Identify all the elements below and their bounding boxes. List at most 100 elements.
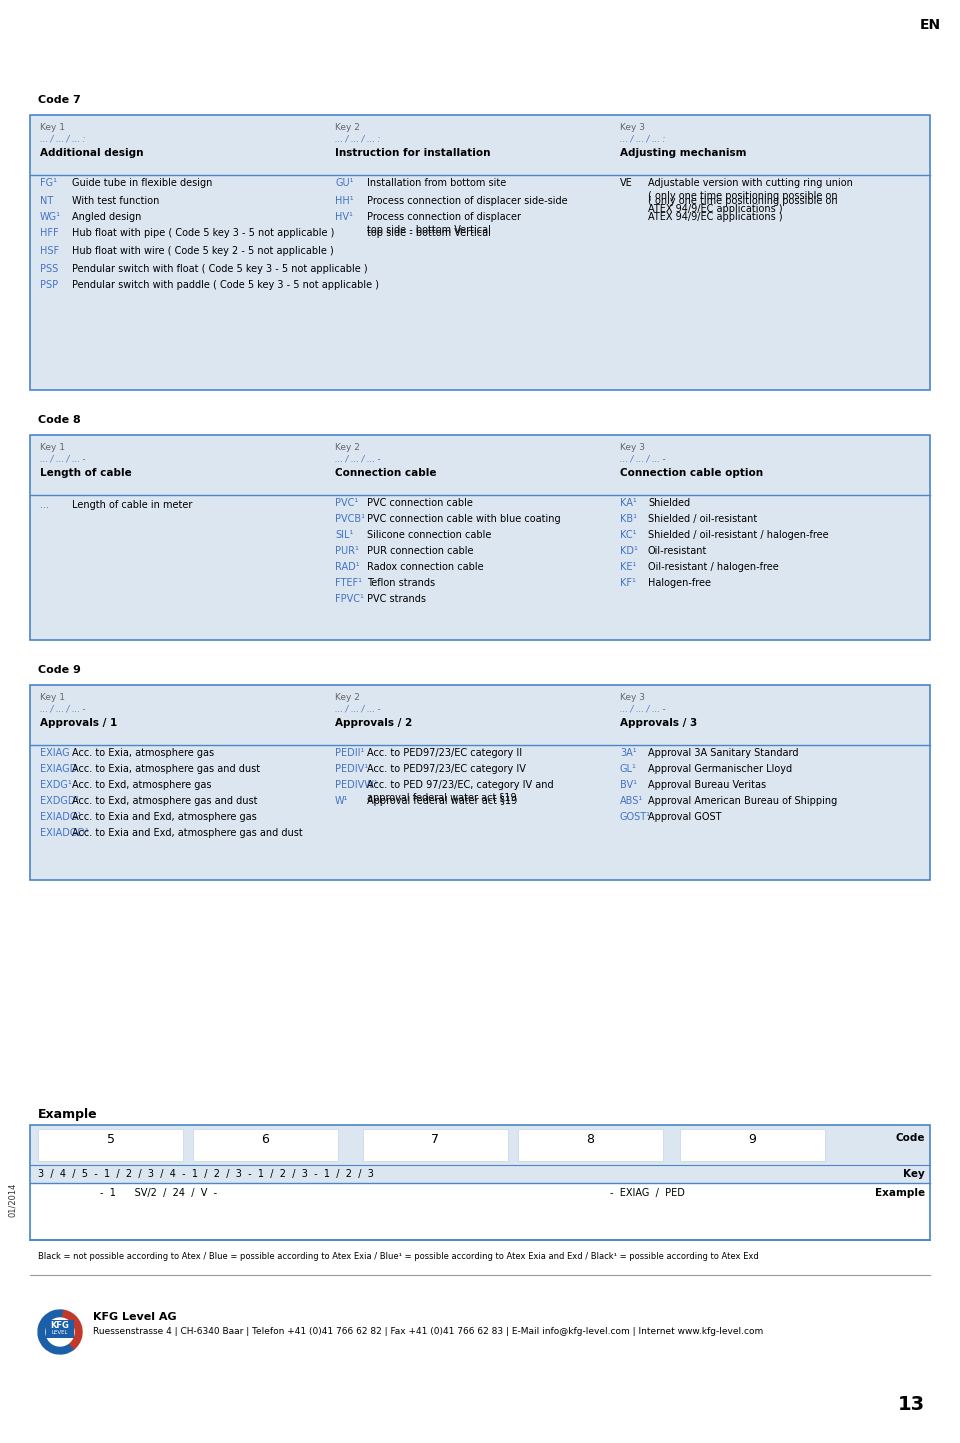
Wedge shape	[38, 1310, 74, 1354]
Text: HFF: HFF	[40, 228, 59, 238]
Text: Key: Key	[903, 1169, 925, 1179]
Text: Pendular switch with paddle ( Code 5 key 3 - 5 not applicable ): Pendular switch with paddle ( Code 5 key…	[72, 280, 379, 290]
Text: KD¹: KD¹	[620, 545, 637, 556]
Text: FG¹: FG¹	[40, 177, 57, 188]
Text: EXIAG: EXIAG	[40, 747, 70, 758]
Text: -  EXIAG  /  PED: - EXIAG / PED	[610, 1188, 684, 1198]
Text: GU¹: GU¹	[335, 177, 353, 188]
Text: HH¹: HH¹	[335, 196, 353, 206]
Text: Length of cable: Length of cable	[40, 468, 132, 478]
Text: EXDGD¹: EXDGD¹	[40, 797, 80, 807]
Text: FTEF¹: FTEF¹	[335, 579, 362, 587]
Text: 5: 5	[107, 1133, 114, 1146]
Text: Approval federal water act §19: Approval federal water act §19	[367, 797, 517, 807]
Text: PVC strands: PVC strands	[367, 595, 426, 605]
Text: KFG Level AG: KFG Level AG	[93, 1312, 177, 1322]
Text: Additional design: Additional design	[40, 149, 143, 157]
Text: ATEX 94/9/EC applications ): ATEX 94/9/EC applications )	[648, 203, 782, 214]
Text: KA¹: KA¹	[620, 498, 636, 508]
Text: SIL¹: SIL¹	[335, 530, 353, 540]
Text: Silicone connection cable: Silicone connection cable	[367, 530, 492, 540]
Text: ...: ...	[40, 501, 49, 509]
Text: EXIADG¹: EXIADG¹	[40, 812, 82, 823]
Text: Connection cable: Connection cable	[335, 468, 437, 478]
Text: EN: EN	[920, 17, 941, 32]
Text: 13: 13	[898, 1395, 925, 1414]
Text: 6: 6	[261, 1133, 270, 1146]
Text: Acc. to Exd, atmosphere gas: Acc. to Exd, atmosphere gas	[72, 781, 211, 789]
Text: Hub float with wire ( Code 5 key 2 - 5 not applicable ): Hub float with wire ( Code 5 key 2 - 5 n…	[72, 245, 334, 255]
Text: PVCB¹: PVCB¹	[335, 514, 365, 524]
Text: Key 2: Key 2	[335, 693, 360, 701]
Text: Acc. to Exia, atmosphere gas: Acc. to Exia, atmosphere gas	[72, 747, 214, 758]
Text: Adjusting mechanism: Adjusting mechanism	[620, 149, 747, 157]
Text: Radox connection cable: Radox connection cable	[367, 561, 484, 571]
Text: BV¹: BV¹	[620, 781, 637, 789]
Text: Pendular switch with float ( Code 5 key 3 - 5 not applicable ): Pendular switch with float ( Code 5 key …	[72, 264, 368, 274]
Text: Oil-resistant: Oil-resistant	[648, 545, 708, 556]
Text: Adjustable version with cutting ring union: Adjustable version with cutting ring uni…	[648, 177, 852, 188]
Text: Installation from bottom site: Installation from bottom site	[367, 177, 506, 188]
Text: PVC connection cable: PVC connection cable	[367, 498, 473, 508]
Text: PVC¹: PVC¹	[335, 498, 358, 508]
Text: Code: Code	[896, 1133, 925, 1143]
Text: VE: VE	[620, 177, 633, 188]
Bar	[680, 1128, 825, 1162]
Text: top side - bottom Vertical: top side - bottom Vertical	[367, 225, 491, 235]
Bar	[193, 1128, 338, 1162]
Text: EXIADGD¹: EXIADGD¹	[40, 828, 89, 838]
Text: Acc. to Exia and Exd, atmosphere gas and dust: Acc. to Exia and Exd, atmosphere gas and…	[72, 828, 302, 838]
Text: Code 9: Code 9	[38, 665, 81, 675]
Text: Hub float with pipe ( Code 5 key 3 - 5 not applicable ): Hub float with pipe ( Code 5 key 3 - 5 n…	[72, 228, 334, 238]
Bar	[38, 1128, 183, 1162]
Text: ( only one time positioning possible on: ( only one time positioning possible on	[648, 196, 838, 206]
Text: EXDG¹: EXDG¹	[40, 781, 72, 789]
Text: Approval Bureau Veritas: Approval Bureau Veritas	[648, 781, 766, 789]
Text: 8: 8	[587, 1133, 594, 1146]
Text: PEDII¹: PEDII¹	[335, 747, 365, 758]
Text: PEDIV¹: PEDIV¹	[335, 763, 368, 773]
Text: KFG: KFG	[51, 1320, 69, 1330]
Circle shape	[46, 1317, 74, 1346]
Bar	[30, 685, 930, 880]
Text: Approvals / 1: Approvals / 1	[40, 719, 117, 729]
Text: PUR connection cable: PUR connection cable	[367, 545, 473, 556]
Text: ... / ... / ... :: ... / ... / ... :	[40, 136, 85, 144]
Text: Length of cable in meter: Length of cable in meter	[72, 501, 192, 509]
Text: ... / ... / ... -: ... / ... / ... -	[335, 706, 380, 714]
Text: Approval GOST: Approval GOST	[648, 812, 722, 823]
Text: ... / ... / ... -: ... / ... / ... -	[620, 455, 665, 465]
Text: KB¹: KB¹	[620, 514, 637, 524]
Text: Approval American Bureau of Shipping: Approval American Bureau of Shipping	[648, 797, 837, 807]
Text: 3A¹: 3A¹	[620, 747, 636, 758]
Text: Angled design: Angled design	[72, 212, 141, 222]
Text: HSF: HSF	[40, 245, 60, 255]
Text: Acc. to Exia and Exd, atmosphere gas: Acc. to Exia and Exd, atmosphere gas	[72, 812, 256, 823]
Text: PVC connection cable with blue coating: PVC connection cable with blue coating	[367, 514, 561, 524]
Text: KC¹: KC¹	[620, 530, 636, 540]
Text: Shielded / oil-resistant: Shielded / oil-resistant	[648, 514, 757, 524]
Text: Example: Example	[875, 1188, 925, 1198]
Text: EXIAGD: EXIAGD	[40, 763, 77, 773]
Text: Key 3: Key 3	[620, 693, 645, 701]
Text: KE¹: KE¹	[620, 561, 636, 571]
Text: FPVC¹: FPVC¹	[335, 595, 364, 605]
Text: ... / ... / ... :: ... / ... / ... :	[335, 136, 380, 144]
Bar	[31, 1185, 929, 1240]
Text: Approval Germanischer Lloyd: Approval Germanischer Lloyd	[648, 763, 792, 773]
Text: Example: Example	[38, 1108, 98, 1121]
Text: Approval 3A Sanitary Standard: Approval 3A Sanitary Standard	[648, 747, 799, 758]
Text: With test function: With test function	[72, 196, 159, 206]
Bar	[46, 1320, 74, 1338]
Text: Code 7: Code 7	[38, 95, 81, 105]
Text: Instruction for installation: Instruction for installation	[335, 149, 491, 157]
Text: W¹: W¹	[335, 797, 348, 807]
Text: Acc. to PED 97/23/EC, category IV and: Acc. to PED 97/23/EC, category IV and	[367, 781, 554, 789]
Text: RAD¹: RAD¹	[335, 561, 360, 571]
Text: GL¹: GL¹	[620, 763, 636, 773]
Text: approval federal water act §19: approval federal water act §19	[367, 794, 516, 802]
Text: NT: NT	[40, 196, 53, 206]
Text: WG¹: WG¹	[40, 212, 61, 222]
Text: ABS¹: ABS¹	[620, 797, 643, 807]
Text: Shielded: Shielded	[648, 498, 690, 508]
